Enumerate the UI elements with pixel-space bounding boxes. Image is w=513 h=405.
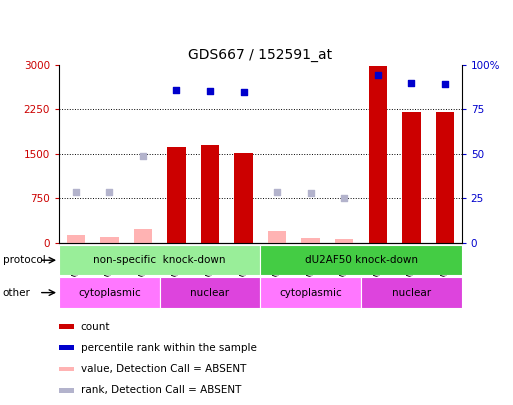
Bar [134, 229, 152, 243]
Text: GSM21858: GSM21858 [340, 243, 349, 292]
Bar [167, 147, 186, 243]
Text: GSM21853: GSM21853 [239, 243, 248, 292]
Bar [260, 245, 462, 275]
Bar [260, 277, 361, 308]
Point [273, 189, 281, 196]
Text: GSM21848: GSM21848 [71, 243, 80, 292]
Point [441, 80, 449, 87]
Bar [368, 66, 387, 243]
Text: GSM21855: GSM21855 [373, 243, 382, 292]
Bar [268, 231, 286, 243]
Text: nuclear: nuclear [392, 288, 431, 298]
Point [240, 89, 248, 96]
Bar [59, 245, 260, 275]
Bar [100, 237, 119, 243]
Bar [59, 324, 74, 329]
Text: percentile rank within the sample: percentile rank within the sample [81, 343, 256, 353]
Bar [160, 277, 260, 308]
Text: GSM21850: GSM21850 [105, 243, 114, 292]
Bar [361, 277, 462, 308]
Text: GSM21851: GSM21851 [206, 243, 214, 292]
Text: count: count [81, 322, 110, 332]
Bar [302, 238, 320, 243]
Point [72, 189, 80, 196]
Text: GSM21854: GSM21854 [272, 243, 282, 292]
Point [172, 87, 181, 93]
Bar [335, 239, 353, 243]
Text: protocol: protocol [3, 255, 45, 265]
Bar [402, 112, 421, 243]
Point [407, 79, 416, 86]
Bar [59, 345, 74, 350]
Bar [59, 367, 74, 371]
Point [105, 189, 113, 196]
Text: GSM21849: GSM21849 [172, 243, 181, 292]
Text: nuclear: nuclear [190, 288, 230, 298]
Text: GSM21856: GSM21856 [306, 243, 315, 292]
Point [373, 71, 382, 78]
Title: GDS667 / 152591_at: GDS667 / 152591_at [188, 48, 332, 62]
Text: cytoplasmic: cytoplasmic [279, 288, 342, 298]
Text: rank, Detection Call = ABSENT: rank, Detection Call = ABSENT [81, 385, 241, 395]
Text: cytoplasmic: cytoplasmic [78, 288, 141, 298]
Point [340, 195, 348, 202]
Text: dU2AF50 knock-down: dU2AF50 knock-down [305, 255, 418, 265]
Bar [234, 153, 253, 243]
Text: GSM21859: GSM21859 [441, 243, 449, 292]
Text: other: other [3, 288, 30, 298]
Text: value, Detection Call = ABSENT: value, Detection Call = ABSENT [81, 364, 246, 374]
Point [206, 87, 214, 94]
Bar [59, 277, 160, 308]
Text: non-specific  knock-down: non-specific knock-down [93, 255, 226, 265]
Bar [67, 235, 85, 243]
Text: GSM21852: GSM21852 [139, 243, 147, 292]
Bar [201, 145, 219, 243]
Bar [436, 112, 454, 243]
Bar [59, 388, 74, 393]
Point [139, 152, 147, 159]
Point [307, 190, 315, 196]
Text: GSM21857: GSM21857 [407, 243, 416, 292]
